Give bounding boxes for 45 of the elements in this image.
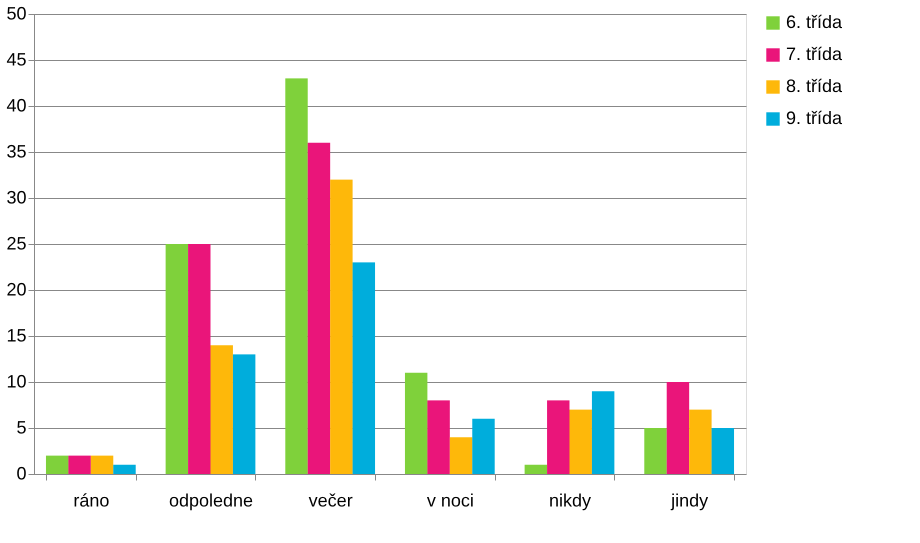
x-tick-label: v noci (426, 490, 474, 510)
bar (547, 400, 570, 474)
x-tick-label: nikdy (548, 490, 592, 510)
y-tick-label: 30 (6, 188, 26, 208)
y-tick-label: 45 (6, 50, 26, 70)
bar (113, 464, 136, 474)
bar (166, 244, 188, 474)
bar (592, 391, 614, 474)
bar (666, 382, 690, 474)
legend-label: 8. třída (786, 76, 844, 96)
y-tick-label: 20 (6, 280, 26, 300)
y-tick-label: 0 (16, 464, 26, 484)
bar (524, 464, 548, 474)
bar (472, 418, 495, 474)
bar (644, 428, 667, 474)
bar (427, 400, 450, 474)
bar (569, 410, 592, 474)
y-tick-label: 5 (16, 418, 26, 438)
bar (188, 244, 211, 474)
bar (232, 354, 256, 474)
bar (712, 428, 734, 474)
bar (90, 456, 114, 474)
y-tick-label: 15 (6, 326, 26, 346)
bar (210, 345, 233, 474)
bar (330, 180, 353, 474)
bar (689, 410, 712, 474)
legend-label: 9. třída (786, 108, 844, 128)
bar (285, 78, 308, 474)
y-tick-label: 25 (6, 234, 26, 254)
x-tick-label: večer (308, 490, 353, 510)
bar (404, 372, 428, 474)
bar (308, 142, 330, 474)
bar (46, 456, 68, 474)
legend-label: 6. třída (786, 12, 844, 32)
bar (352, 262, 376, 474)
legend-label: 7. třída (786, 44, 844, 64)
x-tick-label: ráno (73, 490, 110, 510)
y-tick-label: 50 (6, 4, 26, 24)
bar (68, 456, 91, 474)
y-tick-label: 35 (6, 142, 26, 162)
x-tick-label: jindy (670, 490, 708, 510)
y-tick-label: 10 (6, 372, 26, 392)
y-tick-label: 40 (6, 96, 26, 116)
x-tick-label: odpoledne (168, 490, 254, 510)
bar (450, 437, 472, 474)
